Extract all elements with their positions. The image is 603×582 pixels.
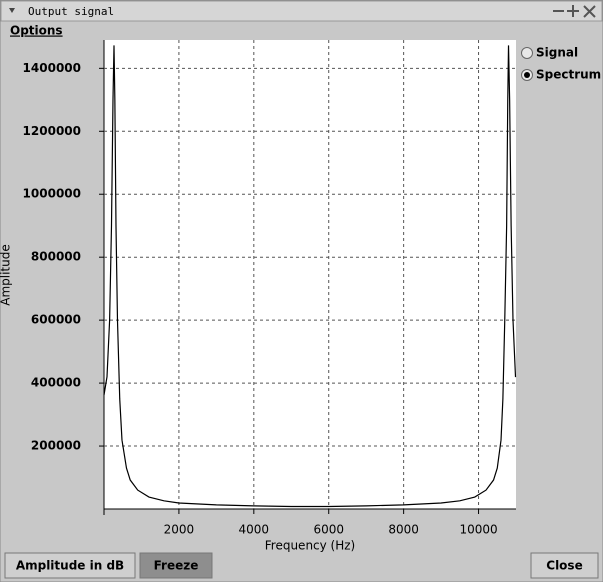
spectrum-line <box>103 45 517 508</box>
button[interactable] <box>139 552 213 579</box>
y-axis-label: Amplitude <box>0 244 13 306</box>
y-tick-label: 800000 <box>31 250 81 264</box>
button[interactable] <box>4 552 136 579</box>
x-tick-label: 10000 <box>459 523 497 537</box>
plot-area <box>104 40 516 509</box>
y-tick-label: 400000 <box>31 376 81 390</box>
button[interactable] <box>530 552 599 579</box>
view-options: Signal Spectrum <box>521 46 601 82</box>
title-bar <box>0 0 603 22</box>
y-tick-label: 1000000 <box>23 187 81 201</box>
window-controls <box>553 5 596 18</box>
radio-label[interactable]: Signal <box>536 46 578 60</box>
y-tick-label: 1400000 <box>23 61 81 75</box>
button-label[interactable]: Close <box>546 559 582 573</box>
x-tick-label: 4000 <box>239 523 270 537</box>
x-tick-label: 2000 <box>164 523 195 537</box>
window-menu-icon[interactable] <box>9 8 15 13</box>
button-label[interactable]: Freeze <box>154 559 199 573</box>
buttons: Amplitude in dB Freeze Close <box>4 552 599 579</box>
y-tick-label: 1200000 <box>23 124 81 138</box>
radio-dot <box>524 72 530 78</box>
chart: 200000 400000 600000 800000 1000000 1200000 14… <box>23 40 517 537</box>
button-label[interactable]: Amplitude in dB <box>16 559 124 573</box>
radio-button[interactable] <box>521 47 533 59</box>
x-tick-label: 6000 <box>313 523 344 537</box>
x-axis-label: Frequency (Hz) <box>265 539 356 553</box>
maximize[interactable] <box>567 5 579 17</box>
radio-label[interactable]: Spectrum <box>536 68 601 82</box>
window-title: Output signal <box>28 5 114 18</box>
y-tick-label: 600000 <box>31 313 81 327</box>
menu-item[interactable]: Options <box>10 24 63 38</box>
y-tick-label: 200000 <box>31 439 81 453</box>
x-tick-label: 8000 <box>388 523 419 537</box>
close-window[interactable] <box>583 5 596 18</box>
